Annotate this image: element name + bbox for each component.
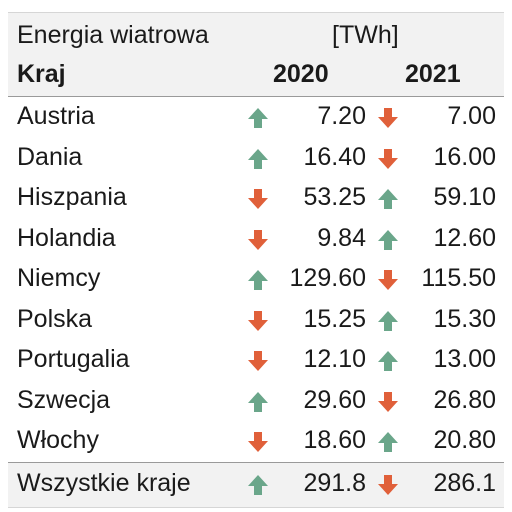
arrow-down-icon	[376, 147, 400, 171]
value-2021: 7.00	[447, 102, 496, 130]
value-2021: 12.60	[433, 224, 496, 252]
arrow-up-icon	[376, 349, 400, 373]
value-2021: 26.80	[433, 386, 496, 414]
table-row: Włochy 18.60 20.80	[0, 421, 512, 462]
arrow-down-icon	[246, 187, 270, 211]
arrow-up-icon	[246, 473, 270, 497]
arrow-down-icon	[246, 430, 270, 454]
value-2021: 59.10	[433, 183, 496, 211]
header-band	[8, 12, 504, 97]
value-2021: 13.00	[433, 345, 496, 373]
arrow-up-icon	[246, 147, 270, 171]
arrow-down-icon	[376, 268, 400, 292]
table-row: Holandia 9.84 12.60	[0, 219, 512, 260]
country-name: Niemcy	[17, 264, 101, 292]
arrow-down-icon	[376, 106, 400, 130]
value-2021: 16.00	[433, 143, 496, 171]
arrow-up-icon	[376, 228, 400, 252]
column-header-2020: 2020	[273, 60, 329, 88]
arrow-down-icon	[376, 473, 400, 497]
value-2021: 15.30	[433, 305, 496, 333]
arrow-down-icon	[246, 309, 270, 333]
country-name: Holandia	[17, 224, 116, 252]
country-name: Szwecja	[17, 386, 111, 414]
value-2020: 18.60	[303, 426, 366, 454]
table-row: Hiszpania 53.25 59.10	[0, 178, 512, 219]
arrow-up-icon	[376, 187, 400, 211]
value-2020: 16.40	[303, 143, 366, 171]
value-2020: 129.60	[289, 264, 366, 292]
value-2020: 53.25	[303, 183, 366, 211]
country-name: Hiszpania	[17, 183, 127, 211]
arrow-up-icon	[246, 106, 270, 130]
value-2020: 7.20	[317, 102, 366, 130]
country-name: Wszystkie kraje	[17, 469, 191, 497]
column-header-country: Kraj	[17, 60, 66, 88]
table-title: Energia wiatrowa	[17, 21, 209, 49]
table-row: Niemcy 129.60 115.50	[0, 259, 512, 300]
unit-label: [TWh]	[332, 21, 399, 49]
header-divider	[8, 96, 504, 97]
table-row: Austria 7.20 7.00	[0, 97, 512, 138]
arrow-down-icon	[376, 390, 400, 414]
country-name: Polska	[17, 305, 93, 333]
arrow-up-icon	[246, 268, 270, 292]
country-name: Austria	[17, 102, 95, 130]
arrow-up-icon	[246, 390, 270, 414]
value-2020: 15.25	[303, 305, 366, 333]
table-row: Polska 15.25 15.30	[0, 300, 512, 341]
value-2021: 20.80	[433, 426, 496, 454]
value-2020: 29.60	[303, 386, 366, 414]
value-2020: 12.10	[303, 345, 366, 373]
table-row: Portugalia 12.10 13.00	[0, 340, 512, 381]
column-header-2021: 2021	[405, 60, 461, 88]
arrow-up-icon	[376, 309, 400, 333]
arrow-down-icon	[246, 349, 270, 373]
value-2020: 291.8	[303, 469, 366, 497]
country-name: Portugalia	[17, 345, 130, 373]
value-2020: 9.84	[317, 224, 366, 252]
country-name: Dania	[17, 143, 83, 171]
arrow-down-icon	[246, 228, 270, 252]
value-2021: 286.1	[433, 469, 496, 497]
table-row: Szwecja 29.60 26.80	[0, 381, 512, 422]
arrow-up-icon	[376, 430, 400, 454]
value-2021: 115.50	[421, 264, 496, 292]
table-row: Dania 16.40 16.00	[0, 138, 512, 179]
country-name: Włochy	[17, 426, 99, 454]
total-row: Wszystkie kraje 291.8 286.1	[0, 464, 512, 505]
